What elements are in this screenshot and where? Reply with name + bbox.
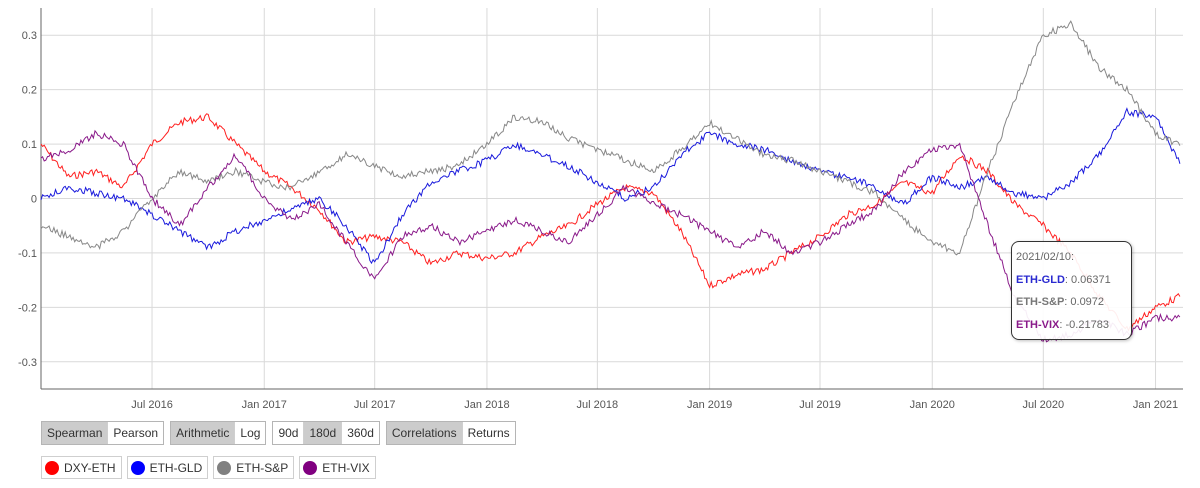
- series-line-eth-s-p: [40, 20, 1181, 256]
- x-tick-label: Jan 2020: [910, 399, 955, 411]
- scale-toggle: Arithmetic Log: [170, 421, 267, 445]
- legend-label: ETH-S&P: [236, 460, 289, 475]
- x-tick-label: Jan 2018: [464, 399, 509, 411]
- pearson-button[interactable]: Pearson: [108, 422, 164, 444]
- legend-label: DXY-ETH: [64, 460, 116, 475]
- tooltip-row-eth-gld: ETH-GLD: 0.06371: [1016, 274, 1111, 286]
- y-tick-label: 0.3: [22, 30, 37, 42]
- x-tick-label: Jan 2021: [1133, 399, 1178, 411]
- legend-swatch: [217, 460, 232, 475]
- log-button[interactable]: Log: [235, 422, 266, 444]
- arithmetic-button[interactable]: Arithmetic: [171, 422, 236, 444]
- returns-button[interactable]: Returns: [462, 422, 515, 444]
- y-tick-label: 0.1: [22, 139, 37, 151]
- legend-label: ETH-VIX: [322, 460, 370, 475]
- x-tick-label: Jul 2019: [799, 399, 841, 411]
- spearman-button[interactable]: Spearman: [42, 422, 109, 444]
- chart-legend: DXY-ETH ETH-GLD ETH-S&P ETH-VIX: [41, 456, 381, 479]
- tooltip-row-eth-vix: ETH-VIX: -0.21783: [1016, 319, 1109, 331]
- legend-swatch: [130, 460, 145, 475]
- y-tick-label: -0.3: [18, 357, 37, 369]
- method-toggle: Spearman Pearson: [41, 421, 165, 445]
- legend-swatch: [45, 460, 59, 475]
- chart-grid: [41, 8, 1183, 389]
- correlation-chart[interactable]: 0.3 0.2 0.1 0 -0.1 -0.2 -0.3 Jul 2016 Jan 2017 Ju…: [0, 0, 1200, 415]
- correlations-button[interactable]: Correlations: [386, 422, 463, 444]
- data-tooltip: 2021/02/10: ETH-GLD: 0.06371 ETH-S&P: 0.…: [1011, 241, 1132, 340]
- window-90d-button[interactable]: 90d: [273, 422, 305, 444]
- series-line-eth-gld: [40, 107, 1181, 265]
- x-tick-label: Jul 2018: [577, 399, 619, 411]
- legend-swatch: [303, 460, 318, 475]
- tooltip-series-name: ETH-VIX: [1016, 319, 1060, 331]
- tooltip-date: 2021/02/10:: [1016, 251, 1075, 263]
- legend-label: ETH-GLD: [149, 460, 203, 475]
- legend-item-eth-vix[interactable]: ETH-VIX: [299, 456, 376, 479]
- x-tick-label: Jan 2017: [242, 399, 287, 411]
- legend-item-eth-gld[interactable]: ETH-GLD: [126, 456, 209, 479]
- y-tick-label: 0.2: [22, 85, 37, 97]
- y-tick-label: 0: [31, 194, 37, 206]
- window-toggle: 90d 180d 360d: [272, 421, 380, 445]
- x-tick-label: Jul 2020: [1023, 399, 1065, 411]
- y-tick-label: -0.1: [18, 248, 37, 260]
- tooltip-series-value: : 0.0972: [1064, 296, 1105, 308]
- tooltip-series-name: ETH-GLD: [1016, 274, 1065, 286]
- y-tick-label: -0.2: [18, 302, 37, 314]
- x-tick-label: Jul 2017: [354, 399, 396, 411]
- chart-axes: 0.3 0.2 0.1 0 -0.1 -0.2 -0.3 Jul 2016 Jan 2017 Ju…: [18, 8, 1183, 411]
- tooltip-series-value: : -0.21783: [1059, 319, 1109, 331]
- tooltip-series-name: ETH-S&P: [1016, 296, 1065, 308]
- chart-toolbar: Spearman Pearson Arithmetic Log 90d 180d…: [41, 421, 522, 445]
- window-180d-button[interactable]: 180d: [304, 422, 343, 444]
- series-line-dxy-eth: [40, 113, 1181, 332]
- tooltip-row-eth-sp: ETH-S&P: 0.0972: [1016, 296, 1104, 308]
- window-360d-button[interactable]: 360d: [342, 422, 379, 444]
- series-line-eth-vix: [40, 129, 1181, 343]
- x-tick-label: Jul 2016: [131, 399, 173, 411]
- legend-item-eth-sp[interactable]: ETH-S&P: [213, 456, 295, 479]
- x-tick-label: Jan 2019: [687, 399, 732, 411]
- chart-series: [40, 20, 1181, 343]
- tooltip-series-value: : 0.06371: [1064, 274, 1111, 286]
- view-toggle: Correlations Returns: [385, 421, 516, 445]
- legend-item-dxy-eth[interactable]: DXY-ETH: [41, 456, 122, 479]
